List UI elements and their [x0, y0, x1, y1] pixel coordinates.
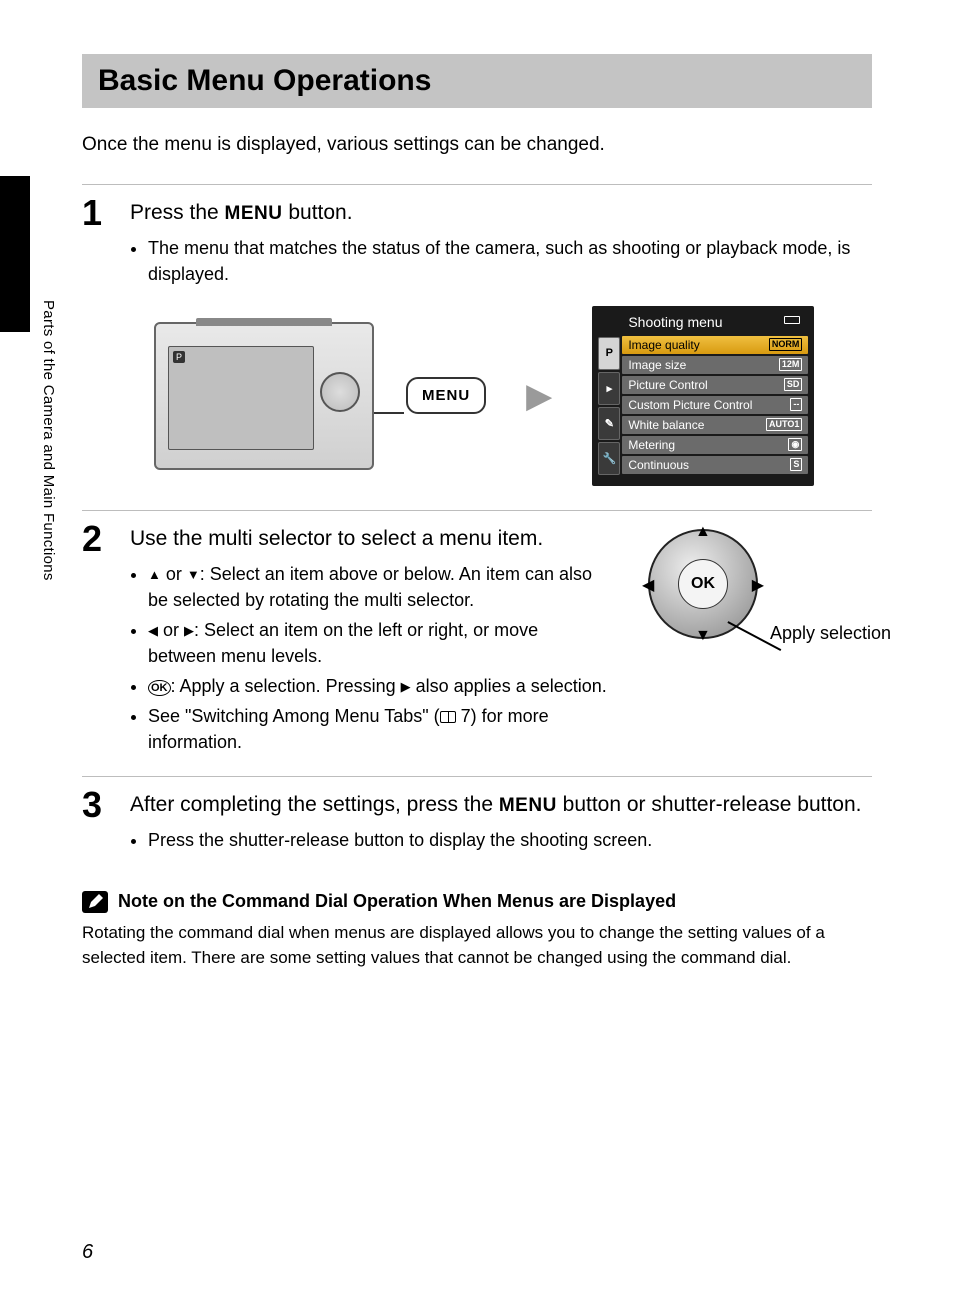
page-title: Basic Menu Operations [98, 64, 856, 98]
menu-item-continuous: Continuous S [622, 456, 808, 474]
step-2-bullet-4: See "Switching Among Menu Tabs" ( 7) for… [148, 703, 608, 755]
step-2-bullet-1: ▲ or ▼: Select an item above or below. A… [148, 561, 608, 613]
note-title: Note on the Command Dial Operation When … [118, 891, 676, 912]
menu-tab-edit: ✎ [598, 407, 620, 440]
triangle-right-icon: ▶ [401, 679, 411, 694]
step-3-bullet-1: Press the shutter-release button to disp… [148, 827, 872, 853]
menu-item-image-quality: Image quality NORM [622, 336, 808, 354]
selector-right-icon: ▶ [752, 575, 764, 595]
step-1-title-post: button. [283, 201, 353, 224]
side-tab [0, 176, 30, 332]
step-1-title: Press the MENU button. [130, 199, 872, 227]
note-body: Rotating the command dial when menus are… [82, 921, 872, 970]
camera-mode-badge: P [173, 351, 185, 363]
menu-tab-setup: 🔧 [598, 442, 620, 475]
selector-left-icon: ◀ [642, 575, 654, 595]
section-side-label: Parts of the Camera and Main Functions [40, 300, 57, 581]
camera-illustration: P [154, 322, 374, 470]
menu-item-picture-control: Picture Control SD [622, 376, 808, 394]
note-block: Note on the Command Dial Operation When … [82, 891, 872, 970]
camera-screen: P [168, 346, 314, 450]
menu-tab-p: P [598, 337, 620, 370]
step-2: 2 Use the multi selector to select a men… [82, 510, 872, 760]
step-3: 3 After completing the settings, press t… [82, 776, 872, 857]
step-2-title: Use the multi selector to select a menu … [130, 525, 608, 553]
camera-dial-icon [320, 372, 360, 412]
menu-items: Image quality NORM Image size 12M Pictur… [622, 336, 808, 476]
pencil-icon [82, 891, 108, 913]
shooting-menu-title: Shooting menu [598, 312, 808, 336]
selector-down-icon: ▼ [695, 627, 711, 645]
ok-button-icon: OK [678, 559, 728, 609]
manual-page: Parts of the Camera and Main Functions B… [0, 0, 954, 1314]
step-2-bullet-3: OK: Apply a selection. Pressing ▶ also a… [148, 673, 608, 699]
step-2-number: 2 [82, 521, 130, 557]
menu-word: MENU [225, 203, 283, 224]
step-1-figure-row: P MENU ▶ Shooting menu [154, 306, 872, 486]
step-1-bullet-1: The menu that matches the status of the … [148, 235, 872, 287]
step-2-bullet-2: ◀ or ▶: Select an item on the left or ri… [148, 617, 608, 669]
apply-selection-label: Apply selection [770, 623, 891, 644]
book-icon [440, 711, 456, 723]
ok-icon: OK [148, 680, 171, 696]
menu-item-metering: Metering ◉ [622, 436, 808, 454]
menu-word: MENU [499, 795, 557, 816]
arrow-right-icon: ▶ [526, 376, 552, 416]
step-1-number: 1 [82, 195, 130, 231]
triangle-up-icon: ▲ [148, 567, 161, 582]
menu-item-custom-picture-control: Custom Picture Control -- [622, 396, 808, 414]
menu-tab-play: ▸ [598, 372, 620, 405]
menu-tabs: P ▸ ✎ 🔧 [598, 336, 622, 476]
selector-up-icon: ▲ [695, 523, 711, 541]
menu-button-balloon: MENU [406, 377, 486, 414]
triangle-right-icon: ▶ [184, 623, 194, 638]
menu-item-white-balance: White balance AUTO1 [622, 416, 808, 434]
leader-line [374, 412, 404, 414]
title-bar: Basic Menu Operations [82, 54, 872, 108]
step-3-title: After completing the settings, press the… [130, 791, 872, 819]
menu-item-image-size: Image size 12M [622, 356, 808, 374]
step-1: 1 Press the MENU button. The menu that m… [82, 184, 872, 494]
page-number: 6 [82, 1241, 93, 1264]
multi-selector-figure: OK ▲ ▼ ◀ ▶ Apply selection [632, 525, 872, 760]
step-3-number: 3 [82, 787, 130, 823]
shooting-menu-mock: Shooting menu P ▸ ✎ 🔧 [592, 306, 814, 486]
battery-icon [784, 316, 800, 324]
intro-text: Once the menu is displayed, various sett… [82, 134, 872, 156]
triangle-down-icon: ▼ [187, 567, 200, 582]
triangle-left-icon: ◀ [148, 623, 158, 638]
step-1-title-pre: Press the [130, 201, 225, 224]
